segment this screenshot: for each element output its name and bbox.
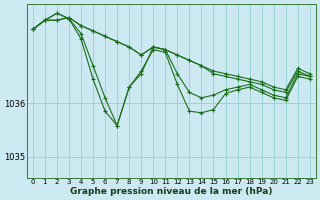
X-axis label: Graphe pression niveau de la mer (hPa): Graphe pression niveau de la mer (hPa): [70, 187, 273, 196]
